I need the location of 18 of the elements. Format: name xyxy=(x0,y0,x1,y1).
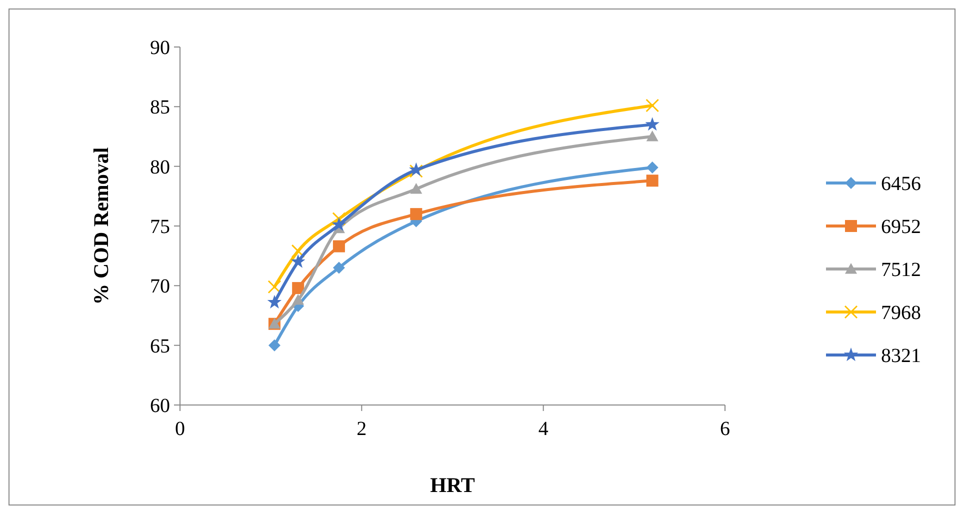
y-tick-label: 65 xyxy=(150,335,170,358)
x-tick-label: 0 xyxy=(175,418,185,440)
x-axis-title: HRT xyxy=(430,473,475,497)
x-tick-label: 6 xyxy=(720,418,730,440)
legend-label: 8321 xyxy=(881,345,921,367)
x-tick-label: 2 xyxy=(356,418,367,440)
y-tick-label: 60 xyxy=(150,395,170,417)
legend-label: 6456 xyxy=(881,173,921,195)
legend-label: 7968 xyxy=(881,302,921,324)
y-tick-label: 75 xyxy=(150,216,170,238)
y-tick-label: 80 xyxy=(150,156,170,178)
legend-label: 6952 xyxy=(881,216,921,238)
y-tick-label: 85 xyxy=(150,96,170,119)
legend-label: 7512 xyxy=(881,259,921,281)
x-tick-label: 4 xyxy=(538,418,548,440)
y-tick-label: 90 xyxy=(150,37,170,59)
y-tick-label: 70 xyxy=(150,276,170,298)
y-axis-title: % COD Removal xyxy=(89,147,113,305)
